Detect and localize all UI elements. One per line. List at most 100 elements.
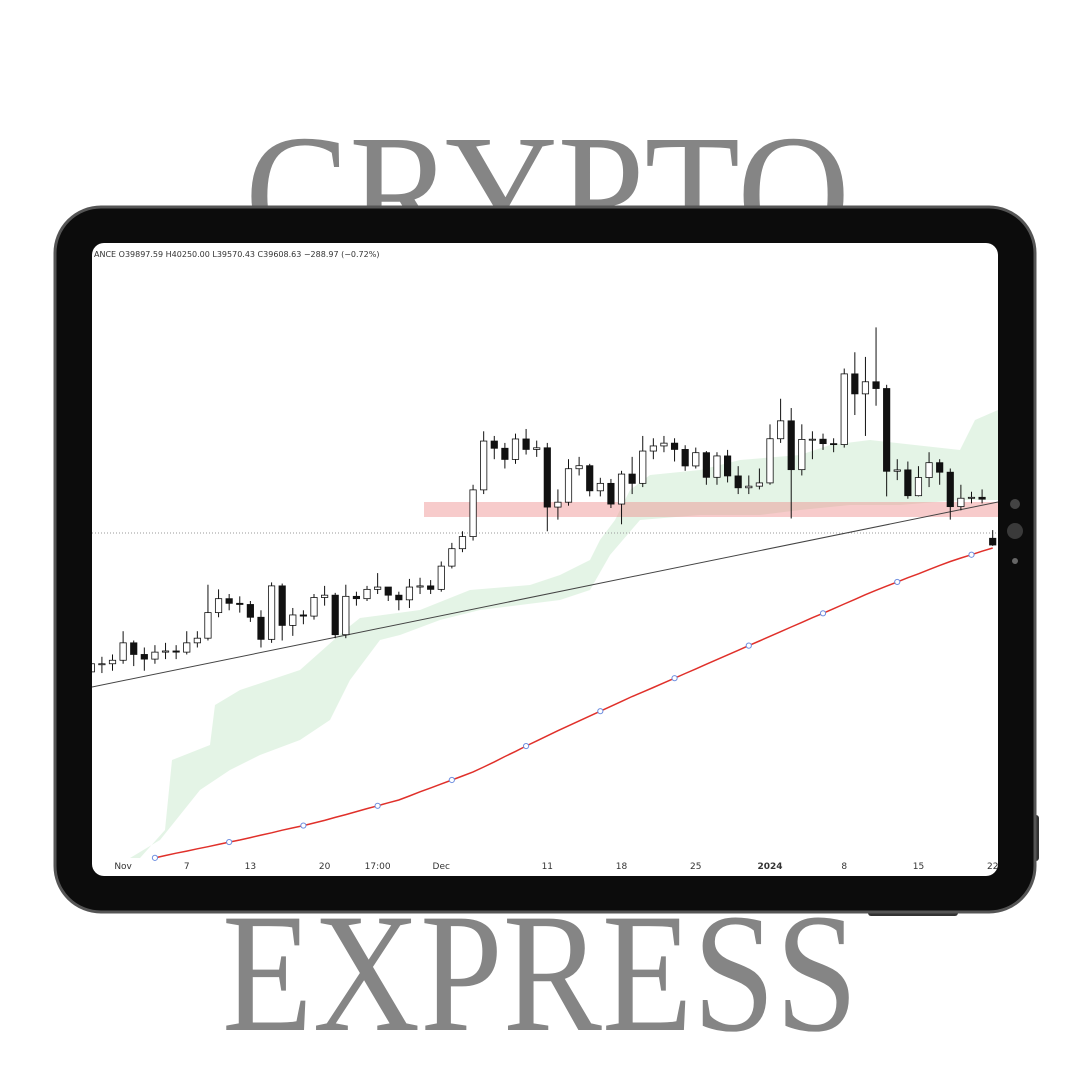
candle-body [405,586,414,601]
x-tick-label: 15 [913,862,924,872]
candle-body [511,438,520,460]
candle-body [374,586,382,590]
ma-marker [151,854,159,861]
candle-body [98,663,106,666]
candle-body [798,439,806,471]
ma-marker [448,776,455,784]
candle-body [702,452,710,478]
candle-body [236,602,244,605]
candle-body [321,594,329,598]
candle-body [586,465,594,492]
candle-body [543,447,551,508]
ma-marker [819,610,827,617]
title-bottom: EXPRESS [222,879,858,1067]
candle-body [649,445,657,452]
candle-body [840,373,848,445]
screen [92,243,998,876]
candle-body [596,482,604,492]
ma-marker [671,675,678,682]
candle-body [554,501,562,508]
candle-body [787,420,795,471]
candle-body [724,455,732,477]
candle-body [861,381,870,395]
candle-body [904,469,912,497]
candle-body [957,497,965,508]
candle-body [872,381,880,389]
candle-body [193,637,201,644]
candle-body [172,650,180,653]
candle-body [628,473,636,484]
candle-body [745,485,753,489]
sensor [1012,558,1018,564]
candle-body [352,595,361,600]
candle-body [437,565,445,590]
candle-body [448,548,456,567]
candle-body [278,585,286,626]
x-tick-label: 22 [987,862,998,872]
ma-marker [226,838,233,846]
candle-body [204,612,212,639]
candle-body [92,663,95,673]
chart: ANCE O39897.59 H40250.00 L39570.43 C3960… [92,250,998,872]
candle-body [713,455,721,478]
candle-body [416,585,424,588]
candle-body [893,469,901,472]
x-tick-label: 20 [319,862,331,872]
candle-body [766,438,774,484]
candle-body [936,462,944,473]
x-tick-label: 2024 [757,862,782,872]
candle-body [989,537,997,546]
candle-body [978,496,986,500]
candle-body [755,482,763,487]
candle-body [607,482,615,505]
candle-body [808,438,816,441]
candle-body [140,654,148,660]
candle-body [777,420,785,440]
candle-body [108,659,117,665]
candle-body [225,598,233,604]
candle-body [533,447,541,450]
candle-body [395,594,403,601]
candle-body [480,440,488,491]
candle-body [946,471,954,508]
candle-body [883,388,891,472]
x-tick-label: 13 [245,862,256,872]
sensor [1010,499,1020,509]
x-tick-label: 25 [690,862,701,872]
candle-body [851,373,859,395]
candle-body [490,440,498,449]
ma-marker [968,551,975,558]
candle-body [363,588,371,600]
candle-body [681,449,689,467]
candle-body [734,475,742,489]
support-zone [424,502,998,517]
candle-body [967,496,976,499]
ma-marker [300,822,307,829]
candle-body [310,597,318,617]
camera [1007,523,1023,539]
candle-body [617,473,626,505]
x-tick-label: 7 [184,862,190,872]
candle-body [914,477,923,497]
candle-body [639,450,647,484]
candle-body [299,614,307,617]
ma-marker [522,742,530,750]
x-tick-label: Nov [114,862,132,872]
candle-body [342,595,350,636]
candle-body [161,650,170,653]
candle-body [151,651,159,660]
candle-body [183,642,191,653]
ma-line [154,547,993,859]
x-tick-label: 17:00 [365,862,391,872]
candle-body [522,438,530,450]
ohlc-header: ANCE O39897.59 H40250.00 L39570.43 C3960… [94,250,379,259]
ma-marker [597,708,604,715]
candle-body [119,642,127,661]
x-tick-label: 18 [616,862,628,872]
candle-body [564,468,573,503]
candle-body [830,443,838,446]
x-tick-label: 11 [542,862,553,872]
candle-body [819,438,827,445]
candle-body [214,598,223,614]
